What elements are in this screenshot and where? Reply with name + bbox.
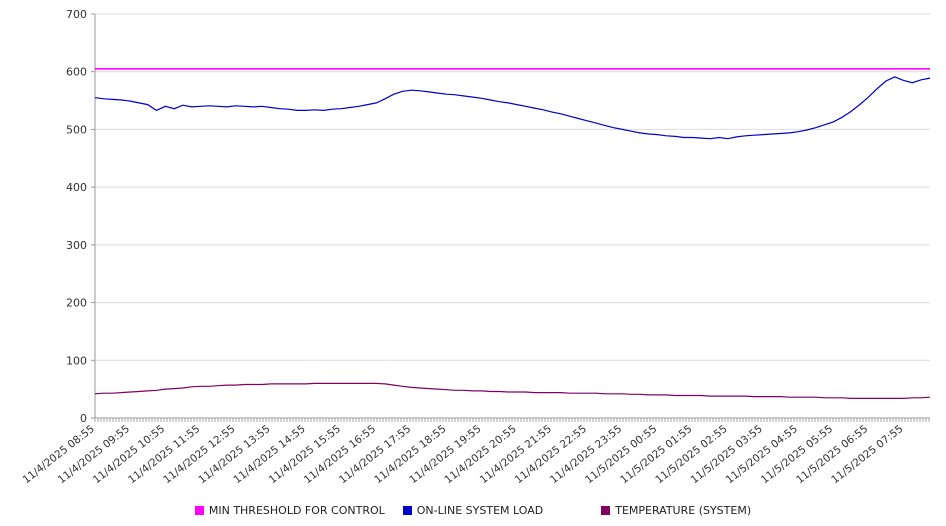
svg-text:100: 100: [66, 354, 87, 367]
svg-text:0: 0: [80, 412, 87, 425]
legend-label-system-load: ON-LINE SYSTEM LOAD: [416, 503, 544, 517]
svg-text:700: 700: [66, 8, 87, 21]
temperature-swatch-icon: [601, 505, 611, 515]
system-load-swatch-icon: [402, 505, 412, 515]
svg-text:400: 400: [66, 181, 87, 194]
legend-item-system-load: ON-LINE SYSTEM LOAD: [402, 503, 544, 517]
legend-item-temperature: TEMPERATURE (SYSTEM): [601, 504, 751, 517]
legend-label-min-threshold: MIN THRESHOLD FOR CONTROL: [208, 503, 385, 517]
legend-label-temperature: TEMPERATURE (SYSTEM): [615, 503, 752, 517]
legend-item-min-threshold: MIN THRESHOLD FOR CONTROL: [194, 503, 385, 517]
svg-text:500: 500: [66, 123, 87, 136]
chart-legend: MIN THRESHOLD FOR CONTROL ON-LINE SYSTEM…: [0, 500, 946, 520]
min-threshold-swatch-icon: [194, 505, 204, 515]
svg-text:300: 300: [66, 239, 87, 252]
svg-text:600: 600: [66, 66, 87, 79]
svg-text:200: 200: [66, 297, 87, 310]
